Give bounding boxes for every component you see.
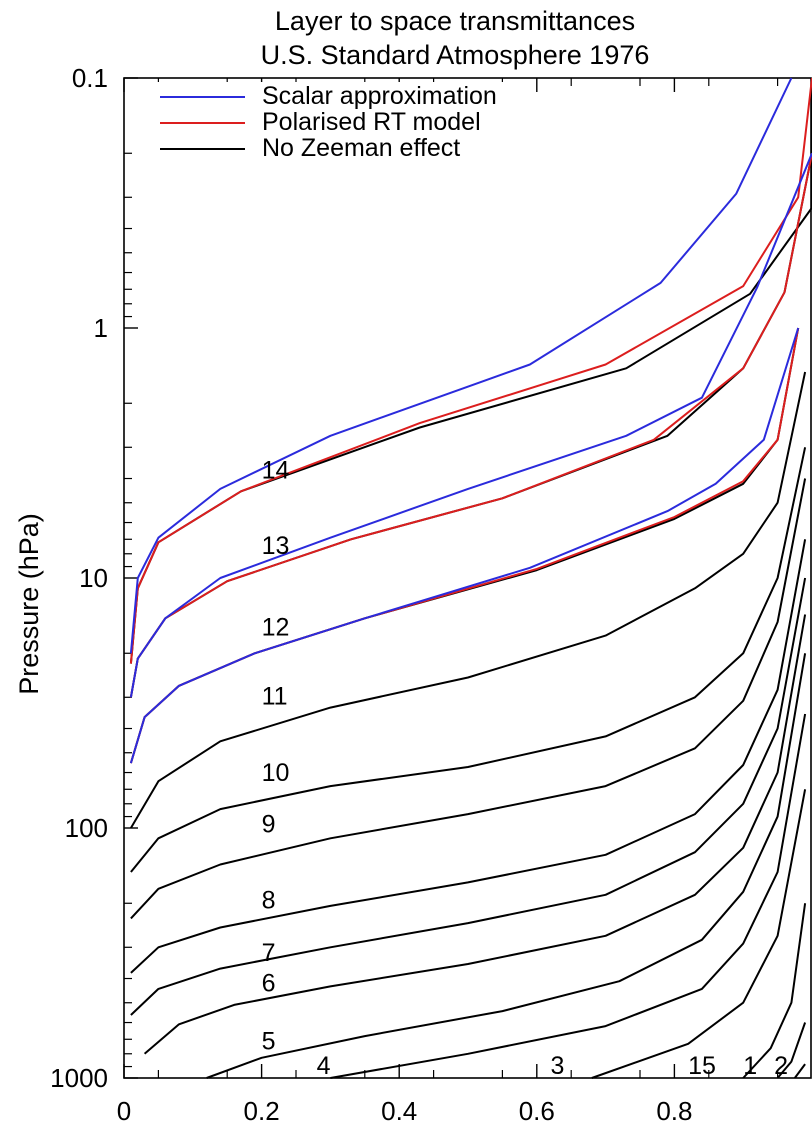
curve-channel-8-none	[130, 539, 807, 974]
curve-label-channel-15: 15	[688, 1052, 716, 1080]
legend-entry-label: No Zeeman effect	[262, 134, 460, 162]
curves	[129, 77, 812, 1079]
x-tick-label: 0.2	[244, 1096, 280, 1126]
y-tick-label: 10	[79, 563, 108, 593]
curve-channel-14-scalar	[129, 77, 793, 654]
curve-label-channel-11: 11	[262, 682, 288, 710]
curve-label-channel-9: 9	[262, 810, 276, 838]
curve-channel-1-none	[776, 1022, 807, 1079]
curve-channel-14-polarised	[129, 77, 812, 664]
x-tick-label: 0	[117, 1096, 131, 1126]
chart-title: Layer to space transmittances	[275, 6, 635, 36]
y-tick-label: 100	[65, 813, 108, 843]
curve-channel-6-none	[143, 614, 807, 1055]
legend-background	[150, 82, 530, 186]
curve-label-channel-5: 5	[262, 1028, 276, 1056]
curve-channel-15-none	[742, 903, 807, 1079]
x-tick-label: 0.8	[656, 1096, 692, 1126]
curve-label-channel-2: 2	[774, 1052, 788, 1080]
curve-channel-11-none	[130, 371, 807, 829]
x-tick-label: 0.4	[381, 1096, 417, 1126]
curve-channel-3-none	[591, 789, 807, 1079]
curve-label-channel-8: 8	[262, 887, 276, 915]
y-tick-label: 0.1	[72, 63, 108, 93]
y-axis-label: Pressure (hPa)	[14, 513, 44, 695]
curve-label-channel-12: 12	[262, 614, 290, 642]
axis-ticks: 0.1 1 10 100 1000 0 0.2 0.4 0.6 0.8	[50, 63, 779, 1126]
x-tick-label: 0.6	[519, 1096, 555, 1126]
curve-label-channel-7: 7	[262, 939, 276, 967]
curve-label-channel-6: 6	[262, 969, 276, 997]
curve-channel-12-scalar	[129, 327, 800, 764]
curve-channel-9-none	[130, 478, 807, 920]
curve-channel-4-none	[330, 713, 807, 1079]
curve-label-channel-1: 1	[743, 1052, 757, 1080]
curve-label-channel-3: 3	[551, 1052, 565, 1080]
curve-channel-10-none	[130, 447, 807, 873]
chart-subtitle: U.S. Standard Atmosphere 1976	[261, 40, 650, 70]
curve-label-channel-4: 4	[317, 1052, 331, 1080]
y-tick-label: 1	[94, 313, 108, 343]
y-tick-label: 1000	[50, 1063, 108, 1093]
curve-channel-13-scalar	[129, 152, 812, 698]
legend-entry-label: Polarised RT model	[262, 108, 481, 136]
curve-channel-2-none	[793, 1063, 806, 1079]
curve-label-channel-10: 10	[262, 759, 290, 787]
curve-label-channel-13: 13	[262, 532, 290, 560]
curve-channel-7-none	[130, 577, 807, 1016]
curve-labels: 14 13 12 11 10 9 8 76 5 4 3 15 1 2	[262, 457, 788, 1080]
legend-entry-label: Scalar approximation	[262, 82, 497, 110]
curve-label-channel-14: 14	[262, 457, 290, 485]
curve-channel-5-none	[206, 653, 807, 1079]
